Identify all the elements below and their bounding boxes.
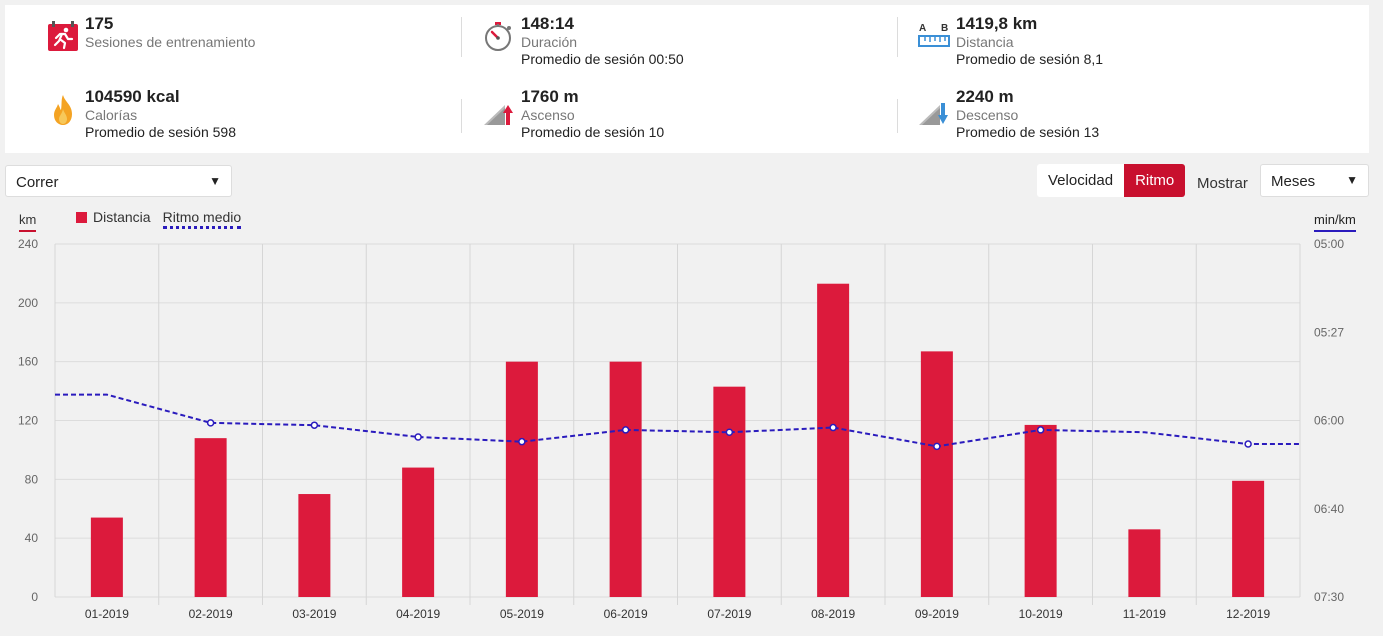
x-tick-label: 02-2019 xyxy=(189,607,233,621)
x-tick-label: 12-2019 xyxy=(1226,607,1270,621)
bar-distance xyxy=(609,361,642,597)
pace-point xyxy=(518,437,526,446)
flame-icon xyxy=(47,93,79,125)
svg-text:A: A xyxy=(919,23,926,34)
x-tick-label: 03-2019 xyxy=(292,607,336,621)
bar-distance xyxy=(402,467,435,597)
svg-text:B: B xyxy=(941,23,948,34)
column-divider xyxy=(461,99,462,133)
stat-average: Promedio de sesión 8,1 xyxy=(956,51,1104,67)
stat-label: Sesiones de entrenamiento xyxy=(85,34,256,50)
bar-distance xyxy=(713,386,746,597)
pace-point xyxy=(414,433,422,441)
legend-item-pace[interactable]: Ritmo medio xyxy=(162,209,242,229)
stat-label: Descenso xyxy=(956,107,1019,123)
stat-label: Distancia xyxy=(956,34,1014,50)
pace-point xyxy=(1036,426,1045,434)
stat-label: Ascenso xyxy=(521,107,575,123)
y-left-tick-label: 160 xyxy=(18,355,38,369)
x-tick-label: 06-2019 xyxy=(604,607,648,621)
pace-point xyxy=(933,442,941,451)
stat-value: 175 xyxy=(85,14,114,33)
x-tick-label: 05-2019 xyxy=(500,607,544,621)
stopwatch-icon xyxy=(483,20,515,52)
ascent-icon xyxy=(483,93,515,125)
y-left-tick-label: 80 xyxy=(25,472,39,486)
legend-swatch-distance xyxy=(76,211,87,223)
x-tick-label: 10-2019 xyxy=(1019,607,1063,621)
right-axis-unit: min/km xyxy=(1314,212,1356,232)
pace-point xyxy=(725,428,734,437)
stat-average: Promedio de sesión 13 xyxy=(956,124,1100,140)
stat-value: 1419,8 km xyxy=(956,14,1038,33)
x-tick-label: 11-2019 xyxy=(1123,607,1166,621)
toggle-ritmo-button[interactable]: Ritmo xyxy=(1124,164,1186,197)
bar-distance xyxy=(920,351,953,597)
bar-distance xyxy=(298,494,331,597)
pace-point xyxy=(621,426,630,434)
y-right-tick-label: 06:00 xyxy=(1314,414,1344,428)
bar-distance xyxy=(1024,424,1057,597)
pace-point xyxy=(206,419,215,427)
pace-point xyxy=(1244,440,1252,448)
chart-legend: Distancia Ritmo medio xyxy=(76,209,242,229)
stat-label: Duración xyxy=(521,34,578,50)
y-left-tick-label: 200 xyxy=(18,296,38,310)
plot-area xyxy=(55,244,1300,597)
show-label: Mostrar xyxy=(1197,175,1248,192)
stats-panel: 175 Sesiones de entrenamiento 148:14 Dur… xyxy=(5,5,1369,153)
bar-distance xyxy=(194,438,227,597)
x-tick-label: 08-2019 xyxy=(811,607,855,621)
y-right-tick-label: 07:30 xyxy=(1314,590,1344,604)
pace-point xyxy=(829,423,837,432)
column-divider xyxy=(461,17,462,57)
y-left-tick-label: 240 xyxy=(18,237,38,251)
bar-distance xyxy=(90,517,123,597)
runner-calendar-icon xyxy=(47,20,79,52)
y-left-tick-label: 40 xyxy=(25,531,39,545)
period-select[interactable]: Meses ▼ xyxy=(1260,164,1369,197)
period-select-value: Meses xyxy=(1271,173,1316,190)
bar-distance xyxy=(1232,480,1265,597)
stat-average: Promedio de sesión 10 xyxy=(521,124,665,140)
descent-icon xyxy=(918,93,950,125)
stat-value: 1760 m xyxy=(521,87,579,106)
x-tick-label: 04-2019 xyxy=(396,607,440,621)
stat-average: Promedio de sesión 598 xyxy=(85,124,236,140)
y-right-tick-label: 05:27 xyxy=(1314,325,1344,339)
stat-label: Calorías xyxy=(85,107,138,123)
bar-distance xyxy=(505,361,538,597)
x-tick-label: 09-2019 xyxy=(915,607,959,621)
stat-value: 104590 kcal xyxy=(85,87,180,106)
chevron-down-icon: ▼ xyxy=(1346,173,1358,187)
stat-average: Promedio de sesión 00:50 xyxy=(521,51,684,67)
chevron-down-icon: ▼ xyxy=(209,174,221,188)
y-left-tick-label: 0 xyxy=(31,590,38,604)
left-axis-unit: km xyxy=(19,212,37,232)
toggle-velocidad-button[interactable]: Velocidad xyxy=(1037,164,1125,197)
x-tick-label: 01-2019 xyxy=(85,607,129,621)
y-right-tick-label: 05:00 xyxy=(1314,237,1344,251)
pace-point xyxy=(310,421,319,429)
sport-select-value: Correr xyxy=(16,174,59,191)
bar-distance xyxy=(817,283,850,597)
stat-value: 2240 m xyxy=(956,87,1014,106)
stat-value: 148:14 xyxy=(521,14,574,33)
y-left-tick-label: 120 xyxy=(18,414,38,428)
column-divider xyxy=(897,99,898,133)
mode-toggle: Velocidad Ritmo xyxy=(1037,164,1186,197)
legend-item-distance[interactable]: Distancia xyxy=(93,209,151,225)
x-tick-label: 07-2019 xyxy=(707,607,751,621)
bar-distance xyxy=(1128,529,1161,597)
column-divider xyxy=(897,17,898,57)
sport-select[interactable]: Correr ▼ xyxy=(5,165,232,197)
y-right-tick-label: 06:40 xyxy=(1314,502,1344,516)
ruler-ab-icon: A B xyxy=(918,20,950,52)
pace-line xyxy=(55,393,1300,448)
